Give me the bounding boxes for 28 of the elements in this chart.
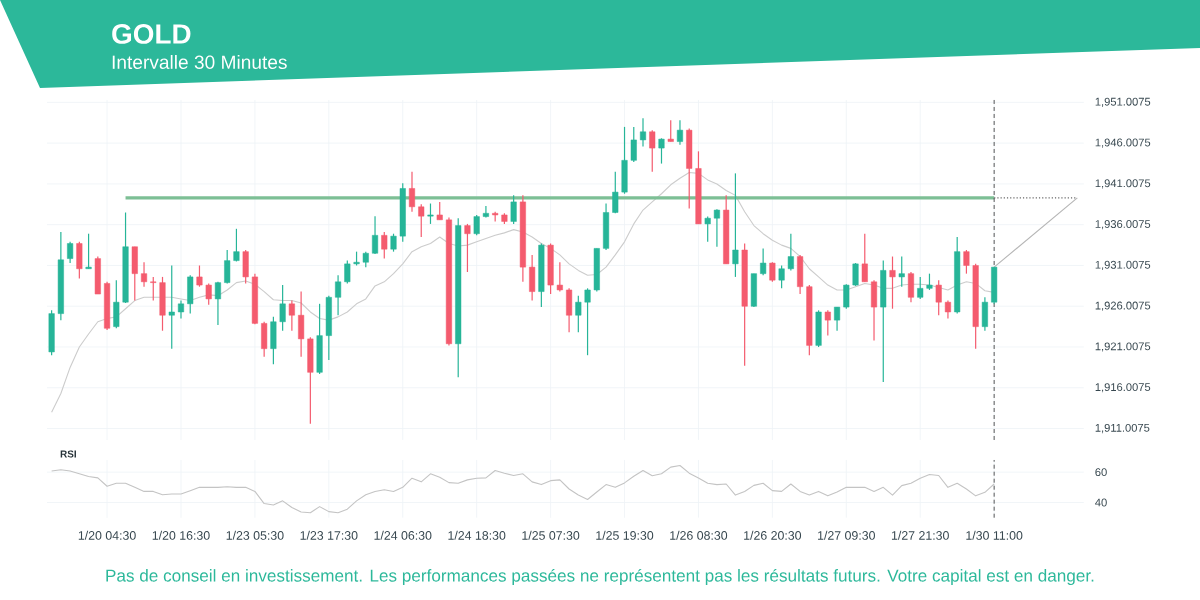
y-tick-label: 1,951.0075	[1095, 97, 1151, 107]
chart-title: GOLD	[112, 24, 191, 44]
x-tick-label: 1/27 09:30	[818, 530, 875, 540]
x-tick-label: 1/25 19:30	[596, 530, 654, 540]
x-tick-label: 1/23 17:30	[300, 530, 358, 540]
x-tick-label: 1/20 04:30	[78, 530, 136, 540]
y-tick-label: 1,916.0075	[1095, 383, 1151, 393]
y-tick-label: 40	[1095, 498, 1107, 507]
y-tick-label: 1,936.0075	[1095, 220, 1151, 230]
x-tick-label: 1/24 18:30	[448, 530, 506, 540]
x-tick-label: 1/20 16:30	[152, 530, 210, 540]
x-tick-label: 1/30 11:00	[966, 530, 1023, 540]
y-tick-label: 1,931.0075	[1095, 260, 1151, 271]
x-tick-label: 1/26 20:30	[744, 530, 802, 540]
x-tick-label: 1/27 21:30	[891, 530, 949, 540]
x-tick-label: 1/26 08:30	[670, 530, 728, 540]
y-tick-label: 1,921.0075	[1095, 342, 1151, 352]
x-tick-label: 1/25 07:30	[522, 530, 580, 540]
y-tick-label: 1,911.0075	[1095, 423, 1150, 434]
chart-title: RSI	[60, 450, 76, 458]
y-tick-label: 1,941.0075	[1095, 179, 1151, 189]
chart-subtitle: Intervalle 30 Minutes	[112, 54, 287, 70]
text: Pas de conseil en investissement. Les performances passées ne représentent pas les résultats futurs. Votre capital est en danger.	[106, 568, 1094, 586]
y-tick-label: 1,946.0075	[1095, 138, 1151, 148]
y-tick-label: 60	[1095, 468, 1107, 477]
x-tick-label: 1/23 05:30	[226, 530, 284, 540]
x-tick-label: 1/24 06:30	[374, 530, 432, 540]
y-tick-label: 1,926.0075	[1095, 301, 1151, 311]
